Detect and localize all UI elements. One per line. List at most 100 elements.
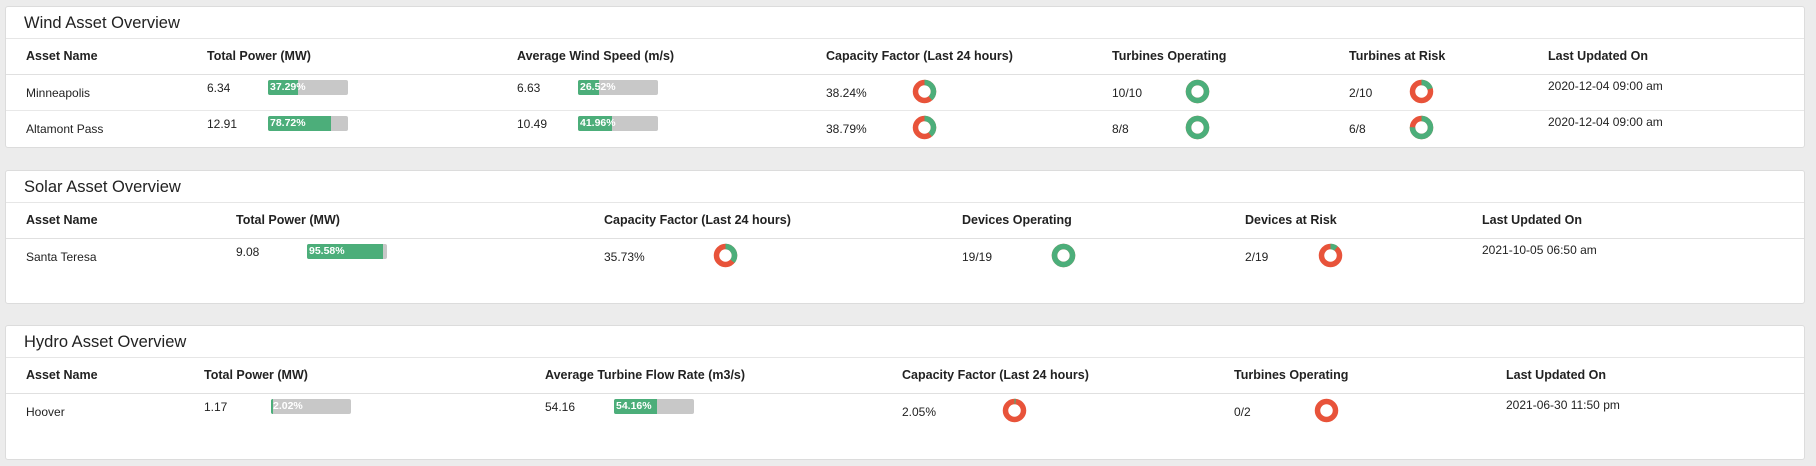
turbines-operating: 0/2 [1234, 405, 1251, 419]
total-power: 12.91 [207, 117, 238, 131]
total-power: 1.17 [204, 400, 228, 414]
avg-wind-speed: 10.49 [517, 117, 548, 131]
avg-flow-rate: 54.16 [545, 400, 576, 414]
panel-title: Solar Asset Overview [24, 178, 181, 196]
bar-fill [268, 80, 298, 95]
asset-name: Minneapolis [26, 86, 91, 100]
table-row[interactable]: Santa Teresa 9.08 95.58% 35.73% 19/19 2/… [6, 238, 1804, 274]
donut-value-arc [1002, 398, 1027, 423]
asset-name: Altamont Pass [26, 122, 104, 136]
donut-value-arc [1185, 79, 1210, 104]
col-asset-name: Asset Name [26, 49, 98, 63]
last-updated: 2021-06-30 11:50 pm [1506, 398, 1620, 412]
wind-asset-panel: Wind Asset Overview Asset Name Total Pow… [5, 6, 1805, 148]
risk-donut [1409, 115, 1434, 140]
operating-donut [1051, 243, 1076, 268]
panel-title: Wind Asset Overview [24, 14, 180, 32]
col-turbines-operating: Turbines Operating [1112, 49, 1227, 63]
capacity-factor: 38.24% [826, 86, 867, 100]
col-asset-name: Asset Name [26, 368, 98, 382]
bar-label: 78.72% [270, 117, 306, 129]
col-asset-name: Asset Name [26, 213, 98, 227]
col-avg-wind-speed: Average Wind Speed (m/s) [517, 49, 675, 63]
bar-fill [271, 399, 273, 414]
donut-value-arc [1185, 115, 1210, 140]
last-updated: 2021-10-05 06:50 am [1482, 243, 1597, 257]
table-row[interactable]: Altamont Pass 12.91 78.72% 10.49 41.96% … [6, 110, 1804, 146]
asset-name: Santa Teresa [26, 250, 97, 264]
bar-fill [578, 80, 600, 95]
last-updated: 2020-12-04 09:00 am [1548, 115, 1663, 129]
donut-value-arc [713, 243, 738, 268]
total-power: 9.08 [236, 245, 260, 259]
bar-label: 2.02% [273, 400, 303, 412]
col-capacity-factor: Capacity Factor (Last 24 hours) [902, 368, 1089, 382]
table-header: Asset Name Total Power (MW) Average Wind… [6, 38, 1804, 75]
bar-fill [614, 399, 658, 414]
col-last-updated: Last Updated On [1548, 49, 1649, 63]
capacity-factor: 38.79% [826, 122, 867, 136]
capacity-factor-donut [713, 243, 738, 268]
total-power: 6.34 [207, 81, 231, 95]
capacity-factor-donut [912, 79, 937, 104]
wind-speed-progress-bar: 26.52% [578, 80, 658, 95]
capacity-factor-donut [912, 115, 937, 140]
bar-label: 37.29% [270, 81, 306, 93]
flow-rate-progress-bar: 54.16% [614, 399, 694, 414]
operating-donut [1185, 79, 1210, 104]
bar-label: 41.96% [580, 117, 616, 129]
operating-donut [1185, 115, 1210, 140]
donut-remainder-arc [1314, 398, 1339, 423]
donut-value-arc [912, 115, 937, 140]
devices-operating: 19/19 [962, 250, 993, 264]
donut-value-arc [1409, 115, 1434, 140]
power-progress-bar: 37.29% [268, 80, 348, 95]
donut-value-arc [1409, 79, 1434, 104]
bar-fill [578, 116, 612, 131]
bar-fill [268, 116, 331, 131]
col-last-updated: Last Updated On [1482, 213, 1583, 227]
col-total-power: Total Power (MW) [236, 213, 340, 227]
table-row[interactable]: Minneapolis 6.34 37.29% 6.63 26.52% 38.2… [6, 74, 1804, 111]
col-total-power: Total Power (MW) [204, 368, 308, 382]
risk-donut [1409, 79, 1434, 104]
bar-label: 54.16% [616, 400, 652, 412]
power-progress-bar: 95.58% [307, 244, 387, 259]
turbines-at-risk: 2/10 [1349, 86, 1373, 100]
col-devices-at-risk: Devices at Risk [1245, 213, 1337, 227]
col-capacity-factor: Capacity Factor (Last 24 hours) [604, 213, 791, 227]
donut-value-arc [1051, 243, 1076, 268]
capacity-factor-donut [1002, 398, 1027, 423]
turbines-operating: 10/10 [1112, 86, 1143, 100]
operating-donut [1314, 398, 1339, 423]
col-capacity-factor: Capacity Factor (Last 24 hours) [826, 49, 1013, 63]
last-updated: 2020-12-04 09:00 am [1548, 79, 1663, 93]
capacity-factor: 35.73% [604, 250, 645, 264]
panel-title: Hydro Asset Overview [24, 333, 187, 351]
avg-wind-speed: 6.63 [517, 81, 541, 95]
col-total-power: Total Power (MW) [207, 49, 311, 63]
capacity-factor: 2.05% [902, 405, 937, 419]
bar-fill [307, 244, 384, 259]
donut-value-arc [912, 79, 937, 104]
table-header: Asset Name Total Power (MW) Capacity Fac… [6, 202, 1804, 239]
wind-speed-progress-bar: 41.96% [578, 116, 658, 131]
devices-at-risk: 2/19 [1245, 250, 1269, 264]
col-last-updated: Last Updated On [1506, 368, 1607, 382]
table-row[interactable]: Hoover 1.17 2.02% 54.16 54.16% 2.05% 0/2… [6, 393, 1804, 429]
solar-asset-panel: Solar Asset Overview Asset Name Total Po… [5, 170, 1805, 304]
col-devices-operating: Devices Operating [962, 213, 1072, 227]
turbines-operating: 8/8 [1112, 122, 1129, 136]
col-avg-flow-rate: Average Turbine Flow Rate (m3/s) [545, 368, 746, 382]
bar-label: 95.58% [309, 245, 345, 257]
asset-name: Hoover [26, 405, 65, 419]
turbines-at-risk: 6/8 [1349, 122, 1366, 136]
risk-donut [1318, 243, 1343, 268]
bar-label: 26.52% [580, 81, 616, 93]
donut-value-arc [1318, 243, 1343, 268]
power-progress-bar: 2.02% [271, 399, 351, 414]
power-progress-bar: 78.72% [268, 116, 348, 131]
hydro-asset-panel: Hydro Asset Overview Asset Name Total Po… [5, 325, 1805, 460]
col-turbines-at-risk: Turbines at Risk [1349, 49, 1446, 63]
col-turbines-operating: Turbines Operating [1234, 368, 1349, 382]
